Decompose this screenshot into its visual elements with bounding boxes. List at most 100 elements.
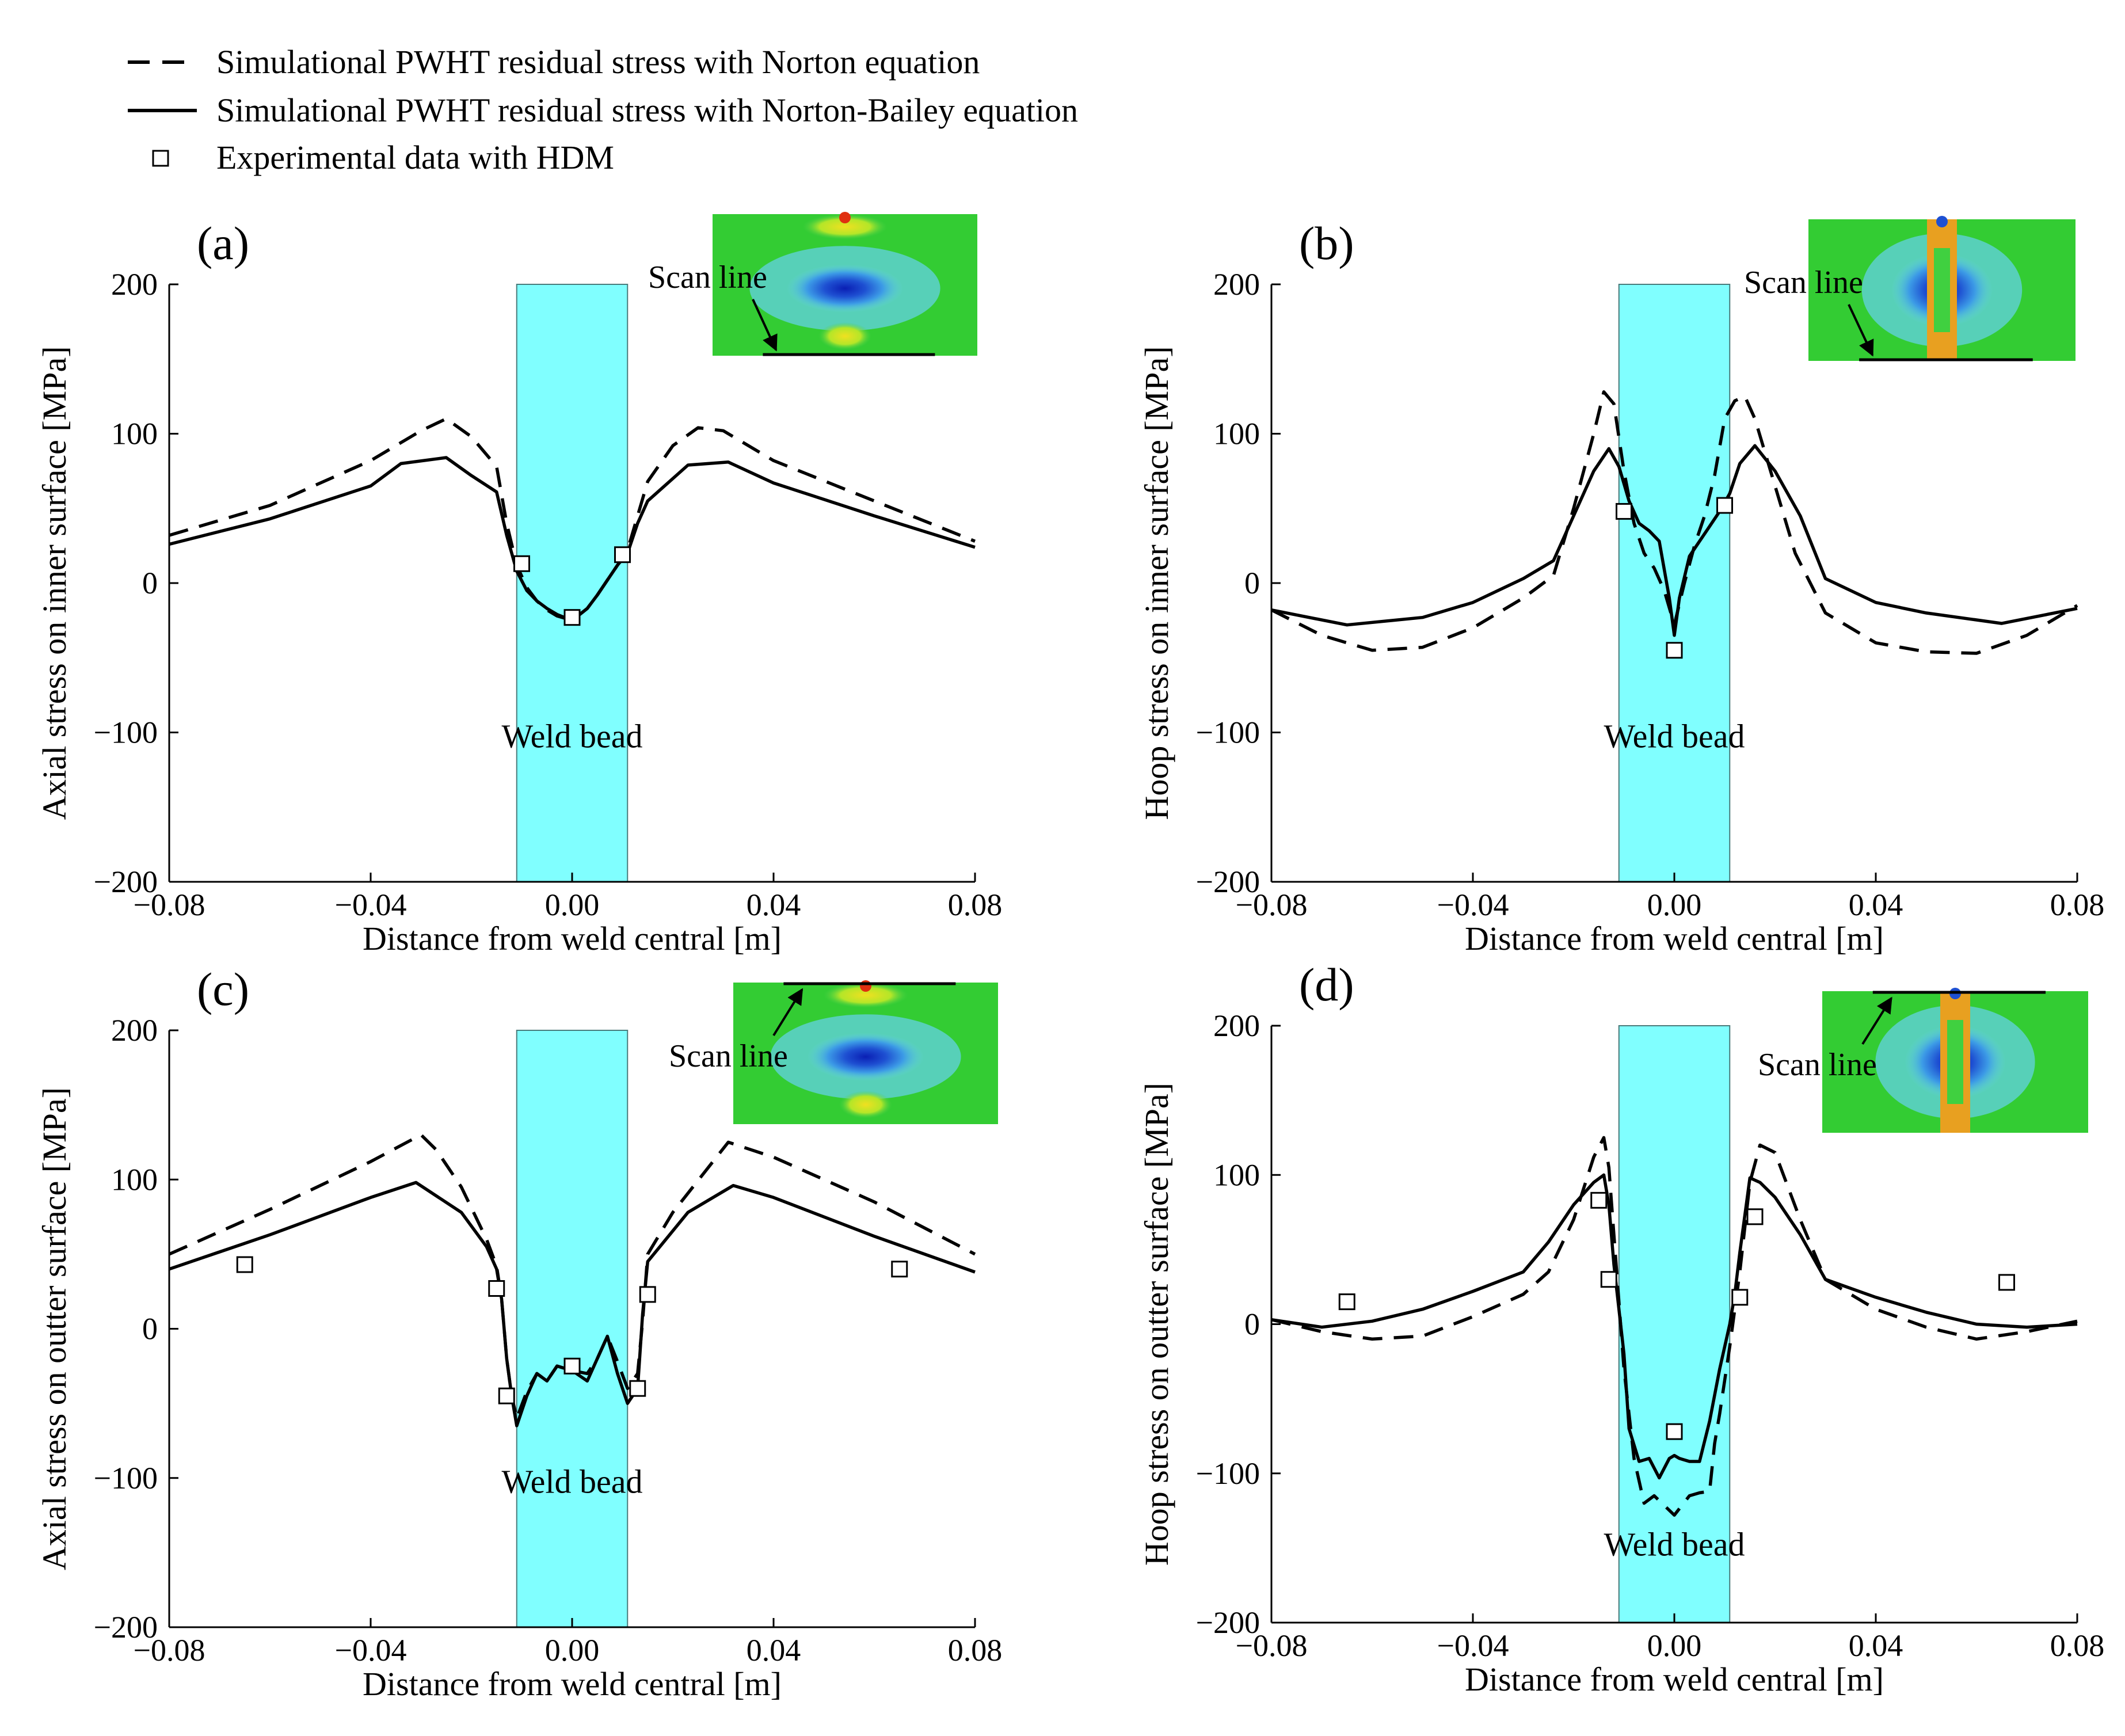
- contour-inset: Scan line: [1744, 216, 2076, 361]
- experimental-point: [1716, 497, 1733, 514]
- inset-blue-zone: [786, 264, 904, 313]
- scan-arrow: [752, 299, 778, 352]
- x-axis-title: Distance from weld central [m]: [1465, 1661, 1884, 1698]
- x-tick-label: 0.04: [1849, 888, 1903, 922]
- x-tick-label: −0.08: [134, 888, 205, 922]
- chart-panel-3: 200 100 0 −100 −200−0.08 −0.04 0.00 0.04 0.08 Dis…: [36, 963, 1002, 1703]
- x-tick-label: 0.08: [948, 1633, 1003, 1668]
- experimental-point: [1731, 1289, 1749, 1306]
- x-tick-label: 0.04: [747, 888, 801, 922]
- x-tick-label: −0.08: [134, 1633, 205, 1668]
- x-tick-label: −0.04: [1437, 888, 1509, 922]
- norton-bailey-series-line: [169, 1181, 976, 1427]
- inset-blue-spot: [1936, 216, 1948, 227]
- experimental-point: [488, 1280, 505, 1297]
- experimental-point: [1998, 1274, 2015, 1291]
- chart-panel-1: 200 100 0 −100 −200−0.08 −0.04 0.00 0.04 0.08 Dis…: [36, 212, 1002, 957]
- contour-inset: Scan line: [648, 212, 977, 356]
- experimental-point: [1590, 1191, 1608, 1209]
- y-tick-label: 100: [1213, 417, 1260, 451]
- legend-square-swatch: [152, 150, 169, 167]
- experimental-point: [1666, 1423, 1683, 1440]
- experimental-point: [1338, 1293, 1355, 1311]
- experimental-point: [1616, 502, 1632, 520]
- inset-yellow-zone: [802, 214, 888, 239]
- y-tick-label: 200: [1213, 267, 1260, 302]
- legend-label-experimental: Experimental data with HDM: [216, 139, 614, 176]
- y-axis-title: Hoop stress on outter surface [MPa]: [1138, 1083, 1175, 1566]
- y-axis-title: Hoop stress on inner surface [MPa]: [1138, 346, 1175, 820]
- experimental-point: [614, 546, 631, 564]
- y-tick-label: −100: [94, 1461, 158, 1495]
- norton-bailey-series-line: [1271, 444, 2078, 637]
- weld-bead-region: [1618, 284, 1731, 882]
- scan-line-label: Scan line: [1758, 1047, 1877, 1083]
- y-tick-label: −200: [94, 1610, 158, 1644]
- legend-item-norton-bailey: Simulational PWHT residual stress with N…: [128, 92, 1078, 129]
- y-axis-title: Axial stress on outter surface [MPa]: [36, 1087, 73, 1570]
- y-tick-label: 0: [142, 1312, 158, 1346]
- inset-yellow-zone: [818, 322, 871, 350]
- scan-line-label: Scan line: [669, 1038, 788, 1074]
- scan-arrow: [1848, 304, 1874, 357]
- experimental-point: [236, 1256, 253, 1273]
- x-tick-label: 0.04: [1849, 1628, 1903, 1663]
- weld-bead-label: Weld bead: [502, 1463, 643, 1501]
- x-tick-label: 0.00: [545, 1633, 600, 1668]
- experimental-point: [891, 1261, 908, 1278]
- y-tick-label: 200: [111, 1013, 158, 1048]
- panel-label: (d): [1299, 958, 1354, 1011]
- y-tick-label: 100: [1213, 1158, 1260, 1192]
- inset-yellow-zone: [839, 1091, 892, 1118]
- experimental-point: [513, 555, 530, 572]
- x-tick-label: 0.04: [747, 1633, 801, 1668]
- x-tick-label: −0.08: [1236, 888, 1308, 922]
- legend-label-norton-bailey: Simulational PWHT residual stress with N…: [216, 92, 1078, 129]
- panel-label: (b): [1299, 217, 1354, 269]
- experimental-point: [629, 1380, 646, 1397]
- legend-label-norton: Simulational PWHT residual stress with N…: [216, 43, 980, 81]
- y-tick-label: −100: [94, 715, 158, 750]
- x-axis-title: Distance from weld central [m]: [363, 920, 782, 957]
- inset-blue-zone: [807, 1033, 924, 1081]
- y-tick-label: 0: [1244, 566, 1260, 600]
- x-tick-label: 0.08: [2050, 888, 2105, 922]
- experimental-point: [1600, 1271, 1617, 1288]
- panel-label: (c): [197, 963, 249, 1015]
- x-tick-label: 0.08: [948, 888, 1003, 922]
- experimental-point: [1666, 642, 1683, 659]
- contour-inset: Scan line: [1758, 988, 2088, 1133]
- x-tick-label: −0.04: [335, 888, 407, 922]
- legend-item-norton: Simulational PWHT residual stress with N…: [128, 43, 980, 81]
- weld-bead-label: Weld bead: [1604, 1525, 1745, 1563]
- experimental-point: [563, 609, 581, 626]
- x-tick-label: 0.00: [1647, 1628, 1702, 1663]
- experimental-point: [498, 1387, 515, 1404]
- experimental-point: [1746, 1208, 1764, 1225]
- x-tick-label: 0.00: [545, 888, 600, 922]
- norton-series-line: [169, 417, 976, 622]
- experimental-point: [563, 1357, 581, 1375]
- x-tick-label: −0.04: [335, 1633, 407, 1668]
- y-tick-label: 200: [111, 267, 158, 302]
- weld-bead-label: Weld bead: [502, 717, 643, 755]
- x-axis-title: Distance from weld central [m]: [363, 1665, 782, 1703]
- experimental-point: [639, 1286, 656, 1303]
- scan-arrow: [772, 988, 803, 1037]
- chart-panel-4: 200 100 0 −100 −200−0.08 −0.04 0.00 0.04 0.08 Dis…: [1138, 958, 2104, 1698]
- y-tick-label: 0: [142, 566, 158, 600]
- inset-red-spot: [839, 212, 851, 223]
- y-tick-label: 100: [111, 1162, 158, 1197]
- inset-red-spot: [860, 980, 871, 992]
- scan-line-label: Scan line: [648, 260, 767, 295]
- x-axis-title: Distance from weld central [m]: [1465, 920, 1884, 957]
- y-axis-title: Axial stress on inner surface [MPa]: [36, 346, 73, 820]
- y-tick-label: −200: [1196, 1605, 1260, 1640]
- panel-label: (a): [197, 217, 249, 269]
- y-tick-label: −200: [94, 865, 158, 899]
- inset-yellow-zone: [823, 983, 908, 1008]
- inset-weld-core: [1934, 248, 1950, 332]
- chart-panel-2: 200 100 0 −100 −200−0.08 −0.04 0.00 0.04 0.08 Dis…: [1138, 216, 2104, 957]
- inset-weld-core: [1947, 1020, 1963, 1104]
